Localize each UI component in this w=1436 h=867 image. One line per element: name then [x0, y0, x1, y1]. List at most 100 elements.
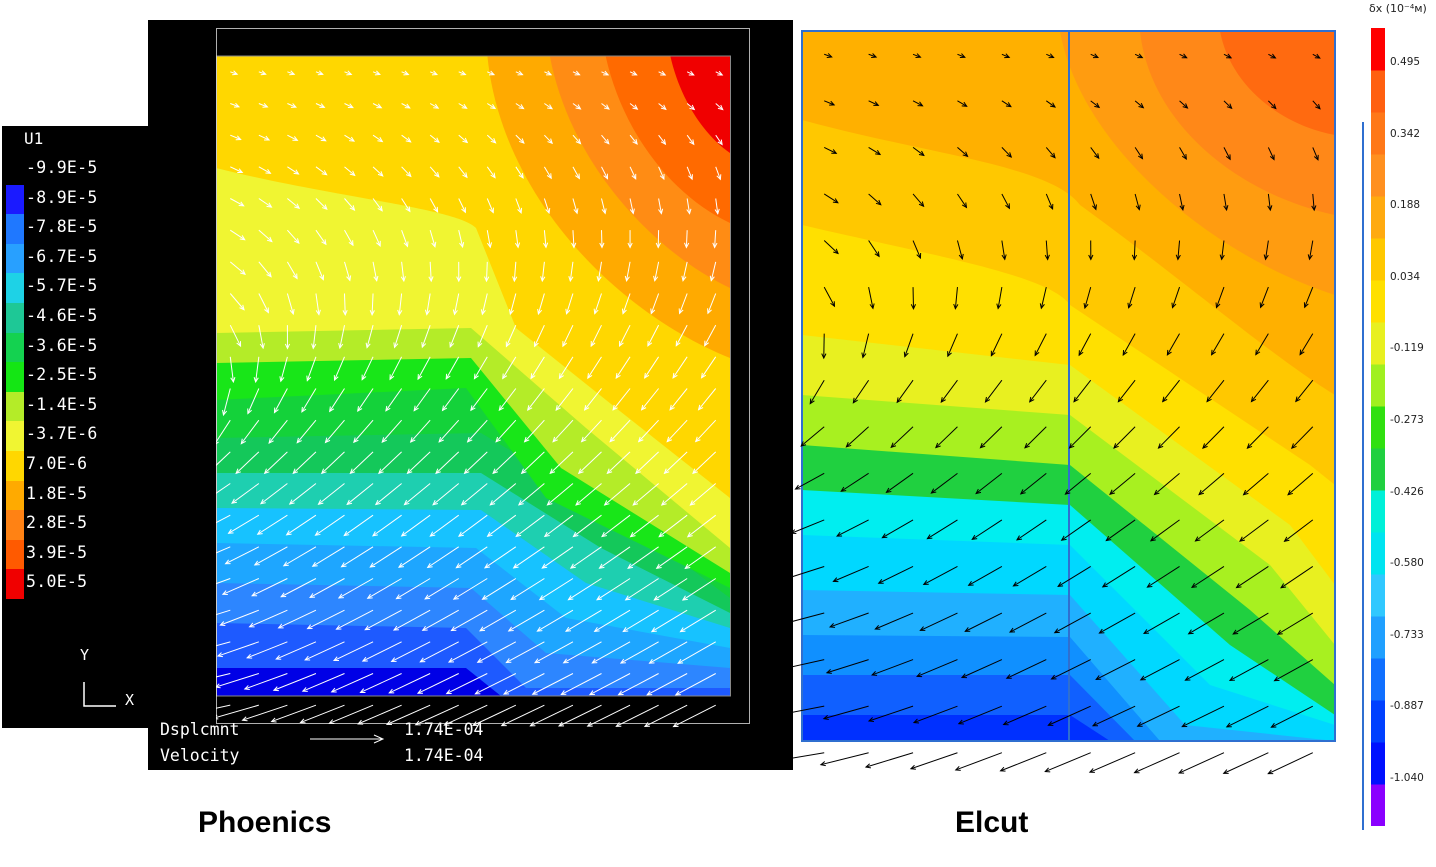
- vector-arrow: [429, 261, 432, 282]
- colorbar-tick: -0.119: [1390, 342, 1424, 355]
- vector-arrow: [378, 451, 402, 474]
- vector-arrowhead: [873, 101, 880, 106]
- vector-arrowhead: [572, 531, 579, 538]
- vector-arrowhead: [571, 242, 577, 249]
- legend-swatch: [6, 569, 24, 599]
- colorbar-tick: 0.034: [1390, 270, 1421, 283]
- vector-arrow: [472, 704, 517, 726]
- legend-swatch: [6, 332, 24, 363]
- legend-swatch: [6, 451, 24, 481]
- vector-arrow: [518, 483, 545, 506]
- vector-arrow: [1223, 53, 1232, 59]
- vector-arrowhead: [265, 168, 272, 174]
- vector-arrowhead: [393, 342, 399, 349]
- vector-arrowhead: [280, 592, 287, 598]
- vector-arrow: [401, 514, 431, 537]
- vector-arrow: [644, 356, 660, 379]
- vector-arrowhead: [400, 531, 407, 537]
- vector-arrow: [572, 103, 581, 110]
- vector-arrowhead: [624, 595, 631, 601]
- vector-arrowhead: [235, 135, 242, 141]
- vector-arrowhead: [684, 242, 690, 249]
- vector-arrowhead: [395, 594, 402, 600]
- vector-arrowhead: [617, 690, 624, 696]
- vector-arrow: [398, 293, 403, 315]
- vector-arrow: [800, 426, 825, 447]
- vector-arrowhead: [486, 531, 493, 538]
- vector-arrowhead: [441, 405, 448, 412]
- vector-arrow: [594, 609, 631, 632]
- vector-arrowhead: [1175, 254, 1181, 261]
- vector-arrowhead: [653, 275, 659, 282]
- phoenics-contours: [216, 56, 730, 696]
- vector-arrowhead: [1131, 254, 1138, 261]
- vector-arrowhead: [359, 688, 366, 694]
- vector-arrowhead: [564, 626, 572, 632]
- legend-label: -9.9E-5: [26, 158, 98, 177]
- vector-arrow: [458, 230, 464, 248]
- vector-arrowhead: [1004, 53, 1011, 59]
- vector-arrow: [344, 198, 355, 211]
- vector-arrow: [286, 261, 298, 279]
- vector-arrowhead: [1259, 302, 1265, 309]
- vector-arrowhead: [484, 563, 491, 569]
- vector-arrow: [1090, 147, 1100, 159]
- vector-arrow: [246, 641, 288, 659]
- vector-arrow: [590, 324, 602, 347]
- vector-arrowhead: [1178, 768, 1185, 774]
- vector-arrow: [1312, 193, 1315, 211]
- legend-label: -1.4E-5: [26, 394, 98, 414]
- vector-arrowhead: [353, 437, 359, 444]
- vector-arrow: [458, 103, 467, 109]
- legend-row: 1.8E-5: [2, 480, 148, 511]
- vector-arrow: [329, 704, 374, 724]
- vector-arrow: [401, 166, 412, 177]
- vector-arrowhead: [624, 275, 630, 282]
- vector-arrowhead: [568, 276, 574, 283]
- vector-arrow: [572, 71, 580, 76]
- vector-arrow: [957, 100, 967, 107]
- colorbar-segment: [1371, 490, 1385, 533]
- vector-arrow: [558, 704, 602, 727]
- vector-arrow: [790, 659, 825, 668]
- vector-arrow: [372, 229, 381, 247]
- vector-arrow: [510, 578, 545, 600]
- vector-arrow: [217, 641, 259, 657]
- vector-arrowhead: [1016, 535, 1022, 541]
- vector-arrowhead: [543, 531, 550, 538]
- vector-arrow: [544, 514, 574, 537]
- vector-arrow: [1045, 752, 1091, 773]
- vector-arrow: [707, 293, 717, 314]
- reference-arrow-icon: [310, 734, 385, 744]
- vector-arrowhead: [346, 70, 353, 76]
- vector-arrowhead: [403, 499, 410, 506]
- vector-arrow: [258, 229, 273, 242]
- colorbar-segment: [1371, 658, 1385, 701]
- vector-arrow: [479, 609, 517, 632]
- vector-arrow: [823, 240, 839, 254]
- legend-label: 3.9E-5: [26, 542, 88, 562]
- vector-arrowhead: [233, 102, 241, 108]
- vector-arrowhead: [490, 138, 497, 144]
- vector-arrow: [686, 103, 695, 110]
- vector-arrowhead: [840, 486, 847, 492]
- vector-arrow: [216, 546, 231, 554]
- vector-arrowhead: [315, 309, 321, 316]
- vector-arrowhead: [517, 500, 524, 506]
- vector-arrowhead: [540, 276, 546, 283]
- vector-arrow: [1140, 659, 1180, 681]
- vector-arrow: [912, 147, 925, 156]
- caption-elcut: Elcut: [955, 806, 1029, 839]
- vector-arrowhead: [1092, 204, 1097, 211]
- vector-arrowhead: [984, 396, 991, 403]
- vector-arrow: [230, 134, 241, 140]
- vector-arrow: [454, 293, 460, 315]
- vector-arrowhead: [285, 530, 292, 536]
- vector-arrow: [868, 53, 877, 58]
- vector-arrowhead: [874, 251, 880, 258]
- vector-arrowhead: [555, 405, 561, 411]
- vector-arrow: [503, 673, 545, 695]
- vector-arrowhead: [875, 150, 882, 156]
- vector-arrowhead: [1122, 350, 1128, 357]
- vector-arrow: [823, 146, 837, 154]
